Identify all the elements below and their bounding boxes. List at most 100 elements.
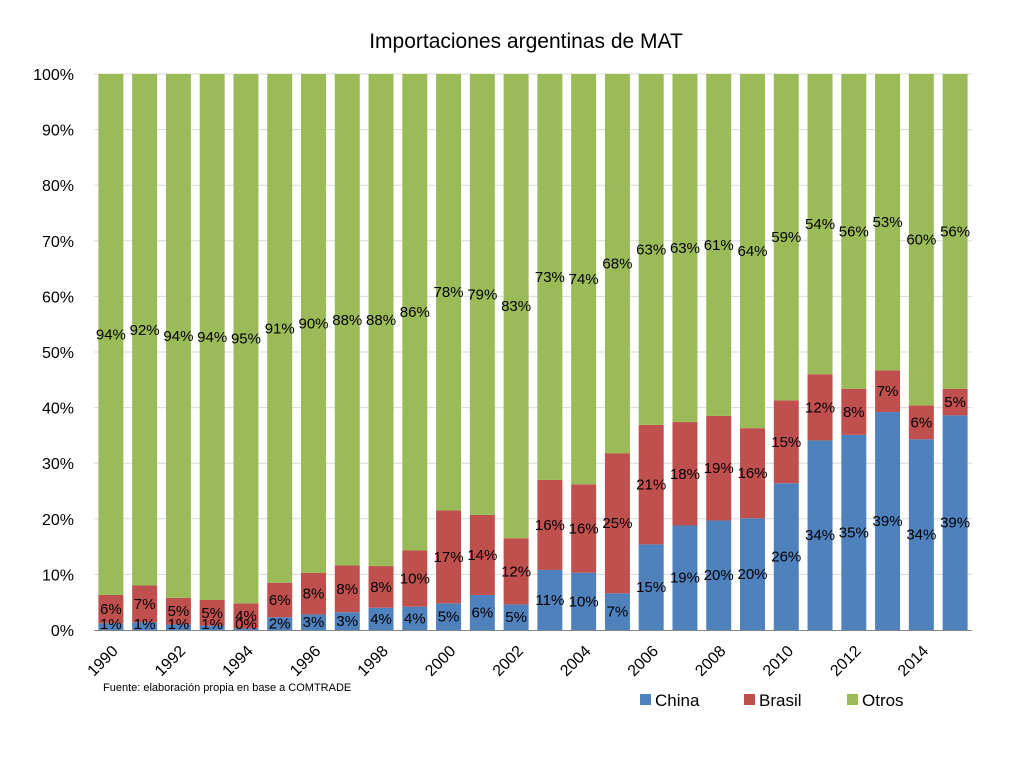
data-label-china-2005: 7% bbox=[607, 604, 629, 621]
data-label-brasil-2006: 21% bbox=[636, 477, 666, 494]
data-label-brasil-2003: 16% bbox=[535, 517, 565, 534]
bar-brasil-2009 bbox=[740, 428, 765, 519]
bar-china-2000 bbox=[436, 603, 462, 630]
data-label-otros-2010: 59% bbox=[771, 229, 801, 246]
data-label-china-2015: 39% bbox=[940, 515, 970, 532]
data-label-brasil-2010: 15% bbox=[771, 434, 801, 451]
data-label-china-2008: 20% bbox=[704, 567, 734, 584]
data-label-otros-1991: 92% bbox=[130, 322, 160, 339]
data-label-otros-2014: 60% bbox=[906, 232, 936, 249]
data-label-brasil-2005: 25% bbox=[602, 515, 632, 532]
data-label-otros-1990: 94% bbox=[96, 326, 126, 343]
data-label-china-2012: 35% bbox=[839, 524, 869, 541]
y-tick-label: 70% bbox=[42, 234, 74, 251]
x-tick-label: 2004 bbox=[557, 643, 594, 680]
y-tick-label: 40% bbox=[42, 401, 74, 418]
legend-swatch-china bbox=[640, 694, 651, 705]
data-label-brasil-1994: 4% bbox=[235, 608, 257, 625]
bar-brasil-1999 bbox=[402, 550, 428, 607]
data-label-otros-2015: 56% bbox=[940, 223, 970, 240]
x-tick-label: 1998 bbox=[355, 643, 392, 680]
bar-china-1995 bbox=[267, 617, 293, 630]
bar-brasil-2015 bbox=[942, 388, 968, 416]
data-label-china-1993: 1% bbox=[201, 616, 223, 633]
bar-china-2007 bbox=[672, 525, 698, 630]
data-label-brasil-2008: 19% bbox=[704, 460, 734, 477]
y-tick-label: 90% bbox=[42, 123, 74, 140]
bar-otros-1991 bbox=[132, 74, 158, 586]
source-note: Fuente: elaboración propia en base a COM… bbox=[103, 682, 351, 694]
legend-label-china: China bbox=[655, 691, 700, 710]
x-tick-label: 2002 bbox=[490, 643, 527, 680]
data-label-brasil-1990: 6% bbox=[100, 601, 122, 618]
data-label-china-1992: 1% bbox=[168, 616, 190, 633]
bar-otros-1997 bbox=[334, 74, 360, 566]
data-label-brasil-2011: 12% bbox=[805, 399, 835, 416]
data-label-brasil-2013: 7% bbox=[877, 383, 899, 400]
data-label-brasil-2000: 17% bbox=[434, 549, 464, 566]
x-tick-label: 2008 bbox=[692, 643, 729, 680]
y-tick-label: 60% bbox=[42, 289, 74, 306]
bar-china-1997 bbox=[334, 612, 360, 630]
data-label-brasil-1993: 5% bbox=[201, 605, 223, 622]
data-label-china-2002: 5% bbox=[505, 609, 527, 626]
bar-brasil-2013 bbox=[875, 370, 901, 413]
data-label-brasil-2009: 16% bbox=[737, 465, 767, 482]
data-label-brasil-2002: 12% bbox=[501, 563, 531, 580]
data-label-otros-2004: 74% bbox=[569, 271, 599, 288]
data-label-brasil-1998: 8% bbox=[370, 579, 392, 596]
bar-china-2005 bbox=[604, 593, 630, 630]
bar-china-2003 bbox=[537, 569, 563, 630]
y-tick-label: 20% bbox=[42, 512, 74, 529]
data-label-otros-2006: 63% bbox=[636, 241, 666, 258]
data-label-china-1991: 1% bbox=[134, 616, 156, 633]
bar-brasil-2012 bbox=[841, 388, 867, 435]
data-label-otros-1999: 86% bbox=[400, 304, 430, 321]
data-label-otros-2000: 78% bbox=[434, 284, 464, 301]
bar-otros-2009 bbox=[740, 74, 765, 429]
bar-brasil-1994 bbox=[233, 603, 259, 629]
gridlines bbox=[94, 73, 972, 575]
y-tick-label: 0% bbox=[51, 623, 74, 640]
bar-brasil-2011 bbox=[807, 374, 833, 441]
bar-china-2012 bbox=[841, 434, 867, 630]
x-tick-label: 1990 bbox=[85, 643, 122, 680]
bar-otros-1995 bbox=[267, 74, 293, 583]
data-label-china-2007: 19% bbox=[670, 570, 700, 587]
bar-china-2015 bbox=[942, 415, 968, 630]
data-labels: 1%6%94%1%7%92%1%5%94%1%5%94%0%4%95%2%6%9… bbox=[96, 214, 970, 633]
bar-china-2008 bbox=[706, 520, 732, 630]
data-label-china-1999: 4% bbox=[404, 610, 426, 627]
data-label-brasil-2015: 5% bbox=[944, 394, 966, 411]
legend-label-brasil: Brasil bbox=[759, 691, 802, 710]
bar-otros-2004 bbox=[571, 74, 597, 485]
bar-brasil-2001 bbox=[469, 514, 495, 595]
data-label-china-1994: 0% bbox=[235, 616, 257, 633]
data-label-china-2000: 5% bbox=[438, 609, 460, 626]
data-label-brasil-1992: 5% bbox=[168, 603, 190, 620]
legend-swatch-otros bbox=[847, 694, 858, 705]
data-label-otros-2007: 63% bbox=[670, 240, 700, 257]
bars bbox=[98, 74, 968, 630]
legend: China Brasil Otros bbox=[640, 691, 904, 710]
data-label-otros-1992: 94% bbox=[163, 328, 193, 345]
y-tick-label: 10% bbox=[42, 567, 74, 584]
bar-china-1991 bbox=[132, 622, 158, 630]
x-tick-label: 1996 bbox=[287, 643, 324, 680]
bar-otros-2001 bbox=[469, 74, 495, 515]
bar-china-2001 bbox=[469, 594, 495, 630]
data-label-china-2009: 20% bbox=[737, 566, 767, 583]
bar-china-2014 bbox=[908, 439, 934, 630]
data-label-otros-1998: 88% bbox=[366, 312, 396, 329]
bar-otros-2005 bbox=[604, 74, 630, 454]
data-label-china-2013: 39% bbox=[873, 513, 903, 530]
chart-title: Importaciones argentinas de MAT bbox=[369, 30, 683, 53]
data-label-otros-2002: 83% bbox=[501, 298, 531, 315]
y-tick-label: 30% bbox=[42, 456, 74, 473]
data-label-china-2003: 11% bbox=[535, 592, 564, 609]
bar-brasil-2007 bbox=[672, 422, 698, 526]
bar-china-2006 bbox=[638, 544, 664, 630]
bar-brasil-1997 bbox=[334, 565, 360, 613]
x-axis-ticks: 1990 1992 1994 1996 1998 2000 2002 2004 2006 2008… bbox=[85, 643, 933, 680]
bar-otros-2002 bbox=[503, 74, 529, 539]
